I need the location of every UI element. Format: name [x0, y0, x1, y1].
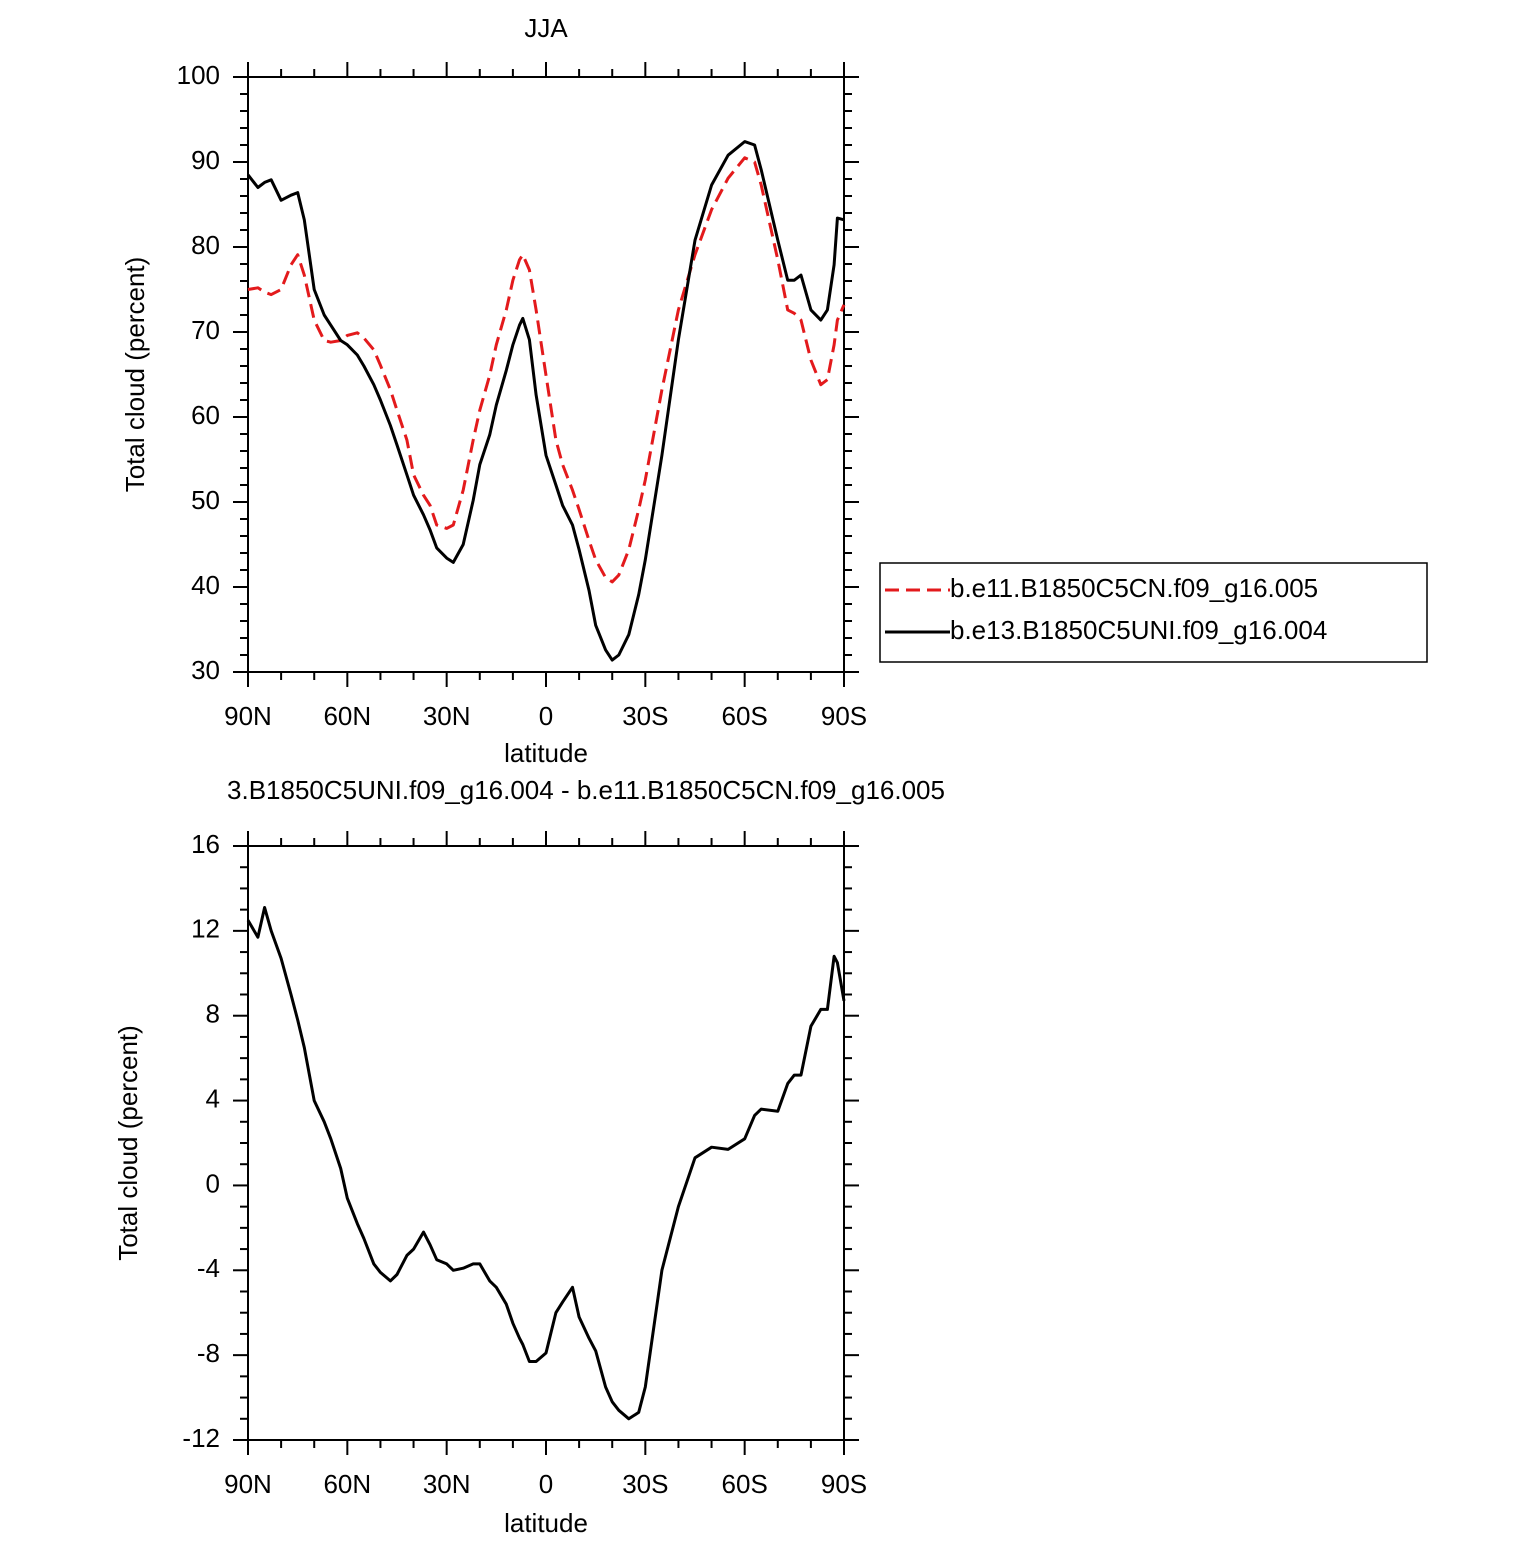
x-tick-label: 0 — [539, 701, 553, 731]
x-axis-label: latitude — [504, 738, 588, 768]
y-tick-label: 30 — [191, 655, 220, 685]
x-tick-label: 90S — [821, 701, 867, 731]
y-tick-label: -4 — [197, 1253, 220, 1283]
x-tick-label: 60N — [323, 1469, 371, 1499]
y-tick-label: 0 — [206, 1168, 220, 1198]
x-tick-label: 30N — [423, 701, 471, 731]
y-tick-label: 100 — [177, 60, 220, 90]
legend-label: b.e11.B1850C5CN.f09_g16.005 — [950, 573, 1318, 603]
y-tick-label: 60 — [191, 400, 220, 430]
y-tick-label: 8 — [206, 999, 220, 1029]
x-tick-label: 60S — [722, 701, 768, 731]
y-axis-label: Total cloud (percent) — [120, 257, 150, 493]
chart-title: JJA — [524, 13, 568, 43]
y-tick-label: 12 — [191, 914, 220, 944]
x-tick-label: 60S — [722, 1469, 768, 1499]
data-line — [246, 140, 845, 662]
y-tick-label: 40 — [191, 570, 220, 600]
x-tick-label: 90S — [821, 1469, 867, 1499]
x-axis-label: latitude — [504, 1508, 588, 1538]
y-tick-label: 80 — [191, 230, 220, 260]
chart-title: 3.B1850C5UNI.f09_g16.004 - b.e11.B1850C5… — [227, 775, 945, 805]
x-tick-label: 90N — [224, 701, 272, 731]
data-line — [247, 156, 846, 584]
y-tick-label: -12 — [182, 1423, 220, 1453]
x-tick-label: 30S — [622, 701, 668, 731]
x-tick-label: 30N — [423, 1469, 471, 1499]
y-tick-label: 70 — [191, 315, 220, 345]
y-tick-label: 90 — [191, 145, 220, 175]
legend-label: b.e13.B1850C5UNI.f09_g16.004 — [950, 615, 1327, 645]
y-tick-label: 16 — [191, 829, 220, 859]
x-tick-label: 0 — [539, 1469, 553, 1499]
y-tick-label: -8 — [197, 1338, 220, 1368]
x-tick-label: 30S — [622, 1469, 668, 1499]
y-axis-label: Total cloud (percent) — [113, 1025, 143, 1261]
x-tick-label: 60N — [323, 701, 371, 731]
y-tick-label: 50 — [191, 485, 220, 515]
x-tick-label: 90N — [224, 1469, 272, 1499]
data-line — [246, 906, 846, 1421]
legend-box — [879, 562, 1428, 663]
y-tick-label: 4 — [206, 1083, 220, 1113]
